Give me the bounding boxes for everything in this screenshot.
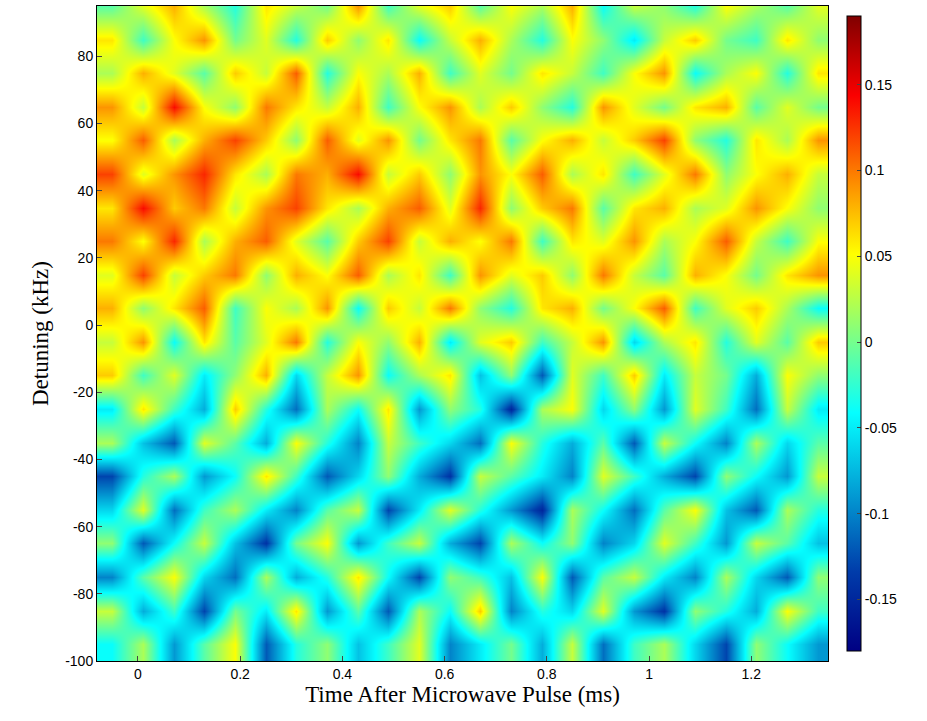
svg-text:40: 40 (78, 183, 94, 199)
svg-text:0: 0 (85, 317, 93, 333)
svg-text:0.05: 0.05 (865, 248, 892, 264)
svg-text:0.1: 0.1 (865, 162, 885, 178)
svg-text:20: 20 (78, 250, 94, 266)
svg-text:-60: -60 (73, 519, 93, 535)
svg-text:1: 1 (645, 666, 653, 682)
svg-text:0: 0 (134, 666, 142, 682)
svg-text:-100: -100 (65, 653, 93, 669)
svg-text:0: 0 (865, 334, 873, 350)
svg-text:0.15: 0.15 (865, 77, 892, 93)
svg-text:0.6: 0.6 (435, 666, 455, 682)
svg-text:80: 80 (78, 48, 94, 64)
svg-text:1.2: 1.2 (742, 666, 762, 682)
svg-text:-0.05: -0.05 (865, 420, 897, 436)
svg-text:Detuning (kHz): Detuning (kHz) (28, 261, 53, 406)
svg-text:Time After Microwave Pulse (ms: Time After Microwave Pulse (ms) (305, 682, 620, 707)
svg-text:-80: -80 (73, 586, 93, 602)
svg-text:60: 60 (78, 115, 94, 131)
svg-text:0.2: 0.2 (230, 666, 250, 682)
svg-text:-40: -40 (73, 451, 93, 467)
svg-text:0.8: 0.8 (537, 666, 557, 682)
svg-text:-0.1: -0.1 (865, 506, 889, 522)
svg-text:-20: -20 (73, 384, 93, 400)
svg-text:-0.15: -0.15 (865, 591, 897, 607)
svg-text:0.4: 0.4 (333, 666, 353, 682)
